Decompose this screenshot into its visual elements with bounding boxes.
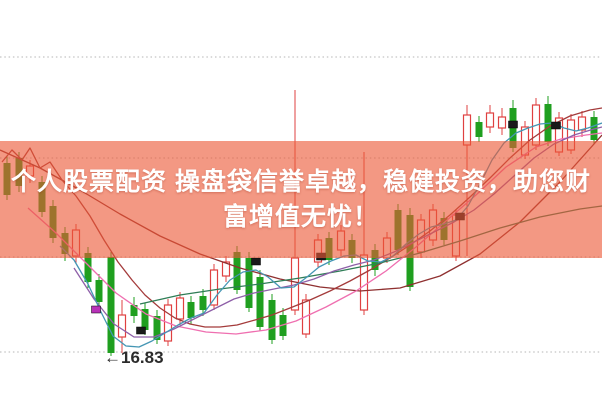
ma-teal (59, 122, 602, 348)
candle-body-down (84, 253, 92, 282)
candle-body-up (117, 314, 127, 338)
trade-marker (136, 326, 146, 335)
promo-banner-line1: 个人股票配资 操盘袋信誉卓越，稳健投资，助您财 (11, 167, 591, 196)
candle-body-down (187, 302, 195, 318)
candle-body-up (209, 269, 219, 306)
promo-banner-line2: 富增值无忧！ (222, 202, 379, 231)
candle-body-down (475, 122, 483, 137)
candle-body-up (577, 116, 587, 131)
candle-body-up (221, 261, 231, 277)
trade-marker (551, 121, 561, 130)
candle-body-down (199, 296, 207, 310)
candle-body-down (233, 252, 241, 290)
candle-body-up (175, 297, 185, 320)
candle-body-up (497, 116, 507, 129)
candle-body-down (153, 316, 161, 340)
candle-body-down (107, 257, 115, 353)
candle-body-down (130, 305, 138, 316)
candle-body-down (95, 280, 103, 302)
candle-body-down (141, 309, 149, 330)
candle-body-down (256, 277, 264, 327)
trade-marker (508, 120, 518, 129)
promo-banner[interactable]: 个人股票配资 操盘袋信誉卓越，稳健投资，助您财 富增值无忧！ (0, 141, 602, 258)
trade-marker (251, 257, 261, 266)
candle-body-down (268, 300, 276, 340)
trade-marker (91, 305, 101, 314)
candle-body-down (245, 258, 253, 308)
candle-body-up (485, 112, 495, 128)
low-price-annotation: ←16.83 (104, 348, 164, 367)
